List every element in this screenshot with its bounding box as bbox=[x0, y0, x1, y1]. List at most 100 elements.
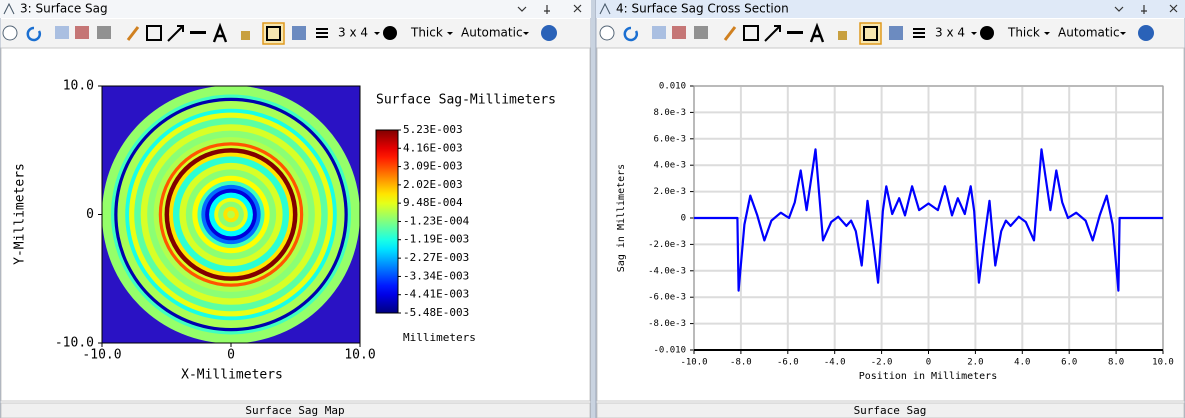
x-tick-label: -4.0 bbox=[824, 358, 846, 368]
rectangle-tool[interactable] bbox=[743, 25, 759, 41]
layers-button[interactable] bbox=[316, 28, 328, 38]
y-tick-label: 0 bbox=[86, 207, 94, 222]
colorbar-tick-label: -4.41E-003 bbox=[403, 288, 469, 301]
arrow-tool[interactable] bbox=[167, 25, 184, 42]
line-tool[interactable] bbox=[787, 31, 803, 34]
pencil-tool[interactable] bbox=[126, 26, 140, 41]
title-bar bbox=[596, 0, 1185, 18]
x-tick-label: 0 bbox=[926, 358, 931, 368]
window-button[interactable] bbox=[292, 26, 306, 40]
close-button[interactable] bbox=[1169, 4, 1178, 13]
y-tick-label: -2.0e-3 bbox=[648, 240, 686, 250]
zoom-button[interactable] bbox=[262, 22, 285, 45]
scale-dropdown[interactable]: Automatic bbox=[461, 26, 523, 40]
help-button[interactable] bbox=[1138, 25, 1154, 41]
dropdown-arrow bbox=[374, 32, 380, 35]
colorbar-tick-label: -5.48E-003 bbox=[403, 306, 469, 319]
window-title: 4: Surface Sag Cross Section bbox=[616, 2, 789, 16]
pin-button[interactable] bbox=[1141, 5, 1147, 14]
line-tool[interactable] bbox=[190, 31, 206, 34]
toolbar-button[interactable] bbox=[55, 26, 69, 39]
text-tool-glyph[interactable] bbox=[809, 22, 825, 43]
dropdown-arrow bbox=[971, 32, 977, 35]
y-tick-label: 0 bbox=[681, 214, 686, 224]
dropdown-button[interactable] bbox=[2, 25, 18, 41]
y-axis-label: Sag in Millimeters bbox=[616, 164, 627, 272]
splitter bbox=[591, 0, 596, 418]
toolbar-button[interactable] bbox=[97, 26, 111, 39]
window-button[interactable] bbox=[889, 26, 903, 40]
tab-bar bbox=[596, 402, 1185, 418]
power-button[interactable] bbox=[383, 26, 397, 40]
title-bar bbox=[0, 0, 591, 18]
y-tick-label: -4.0e-3 bbox=[648, 266, 686, 276]
x-tick-label: 10.0 bbox=[344, 348, 375, 363]
power-button[interactable] bbox=[980, 26, 994, 40]
scale-dropdown[interactable]: Automatic bbox=[1058, 26, 1120, 40]
x-tick-label: -10.0 bbox=[680, 358, 707, 368]
y-tick-label: 6.0e-3 bbox=[653, 134, 686, 144]
dropdown-button[interactable] bbox=[599, 25, 615, 41]
chart-title: Surface Sag-Millimeters bbox=[376, 93, 556, 108]
menu-button[interactable] bbox=[517, 6, 527, 12]
y-tick-label: -10.0 bbox=[55, 336, 94, 351]
refresh-button[interactable] bbox=[26, 26, 41, 42]
toolbar-button[interactable] bbox=[75, 26, 89, 39]
y-tick-label: 0.010 bbox=[659, 82, 686, 92]
y-tick-label: -8.0e-3 bbox=[648, 319, 686, 329]
pencil-tool[interactable] bbox=[723, 26, 737, 41]
layers-button[interactable] bbox=[913, 28, 925, 38]
x-tick-label: 10.0 bbox=[1152, 358, 1174, 368]
x-tick-label: 0 bbox=[227, 348, 235, 363]
window-title: 3: Surface Sag bbox=[20, 2, 108, 16]
layout-dropdown[interactable]: 3 x 4 bbox=[338, 26, 368, 40]
toolbar-button[interactable] bbox=[672, 26, 686, 39]
toolbar-button[interactable] bbox=[694, 26, 708, 39]
dropdown-arrow bbox=[523, 32, 529, 35]
y-tick-label: 8.0e-3 bbox=[653, 108, 686, 118]
colorbar-tick-label: 9.48E-004 bbox=[403, 196, 463, 209]
zoom-glyph[interactable] bbox=[863, 26, 878, 41]
layout-dropdown[interactable]: 3 x 4 bbox=[935, 26, 965, 40]
x-tick-label: 8.0 bbox=[1108, 358, 1124, 368]
lock-button[interactable] bbox=[838, 31, 847, 40]
dropdown-arrow bbox=[1044, 32, 1050, 35]
colorbar bbox=[375, 129, 399, 314]
dropdown-arrow bbox=[1120, 32, 1126, 35]
colorbar-tick-label: 4.16E-003 bbox=[403, 141, 463, 154]
tab-label[interactable]: Surface Sag bbox=[854, 404, 927, 417]
x-tick-label: 2.0 bbox=[967, 358, 983, 368]
pin-button[interactable] bbox=[544, 5, 550, 14]
tab-bar bbox=[0, 402, 591, 418]
arrow-tool[interactable] bbox=[764, 25, 781, 42]
line-width-dropdown[interactable]: Thick bbox=[1007, 26, 1040, 40]
text-tool-glyph[interactable] bbox=[212, 22, 228, 43]
colorbar-tick-label: -2.27E-003 bbox=[403, 251, 469, 264]
zoom-glyph[interactable] bbox=[266, 26, 281, 41]
y-tick-label: -6.0e-3 bbox=[648, 293, 686, 303]
zoom-button[interactable] bbox=[859, 22, 882, 45]
colorbar-label: Millimeters bbox=[403, 331, 476, 344]
x-tick-label: -8.0 bbox=[730, 358, 752, 368]
refresh-button[interactable] bbox=[623, 26, 638, 42]
y-tick-label: 4.0e-3 bbox=[653, 161, 686, 171]
colorbar-tick-label: -1.19E-003 bbox=[403, 233, 469, 246]
x-tick-label: 4.0 bbox=[1014, 358, 1030, 368]
tab-label[interactable]: Surface Sag Map bbox=[245, 404, 344, 417]
x-axis-label: Position in Millimeters bbox=[859, 371, 997, 382]
colorbar-tick-label: 3.09E-003 bbox=[403, 160, 463, 173]
x-tick-label: -2.0 bbox=[871, 358, 893, 368]
x-tick-label: 6.0 bbox=[1061, 358, 1077, 368]
colorbar-tick-label: 2.02E-003 bbox=[403, 178, 463, 191]
menu-button[interactable] bbox=[1114, 6, 1124, 12]
colorbar-tick-label: -1.23E-004 bbox=[403, 214, 470, 227]
help-button[interactable] bbox=[541, 25, 557, 41]
colorbar-tick-label: -3.34E-003 bbox=[403, 269, 469, 282]
line-width-dropdown[interactable]: Thick bbox=[410, 26, 443, 40]
rectangle-tool[interactable] bbox=[146, 25, 162, 41]
close-button[interactable] bbox=[573, 4, 582, 13]
toolbar-button[interactable] bbox=[652, 26, 666, 39]
lock-button[interactable] bbox=[241, 31, 250, 40]
x-tick-label: -6.0 bbox=[777, 358, 799, 368]
